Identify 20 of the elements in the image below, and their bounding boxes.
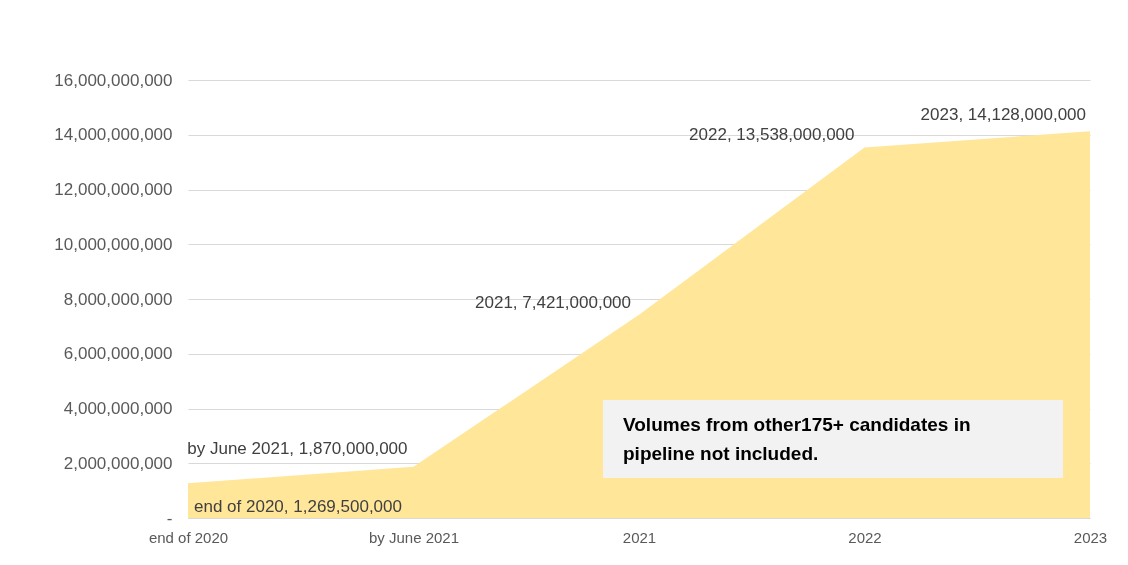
x-tick-label: 2023: [1073, 528, 1108, 546]
y-tick-label: 4,000,000,000: [63, 399, 173, 418]
y-tick-label: -: [166, 508, 173, 528]
annotation: 2023, 14,128,000,000: [920, 105, 1086, 125]
note-box: Volumes from other175+ candidates in pipeline not included.: [603, 400, 1063, 478]
y-tick-label: 14,000,000,000: [54, 125, 173, 145]
y-tick-label: 12,000,000,000: [54, 180, 173, 199]
x-tick-label: 2021: [622, 528, 657, 546]
annotation: end of 2020, 1,269,500,000: [194, 497, 402, 517]
annotation: by June 2021, 1,870,000,000: [187, 438, 408, 458]
x-tick-label: end of 2020: [148, 528, 229, 546]
y-tick-label: 6,000,000,000: [63, 344, 173, 364]
annotation: 2021, 7,421,000,000: [475, 292, 631, 312]
x-tick-label: 2022: [848, 528, 882, 546]
annotation: 2022, 13,538,000,000: [689, 125, 855, 145]
y-tick-label: 8,000,000,000: [63, 289, 173, 309]
x-tick-label: by June 2021: [368, 528, 460, 546]
y-tick-label: 16,000,000,000: [54, 70, 173, 90]
y-tick-label: 2,000,000,000: [63, 453, 173, 473]
y-tick-label: 10,000,000,000: [54, 234, 173, 254]
